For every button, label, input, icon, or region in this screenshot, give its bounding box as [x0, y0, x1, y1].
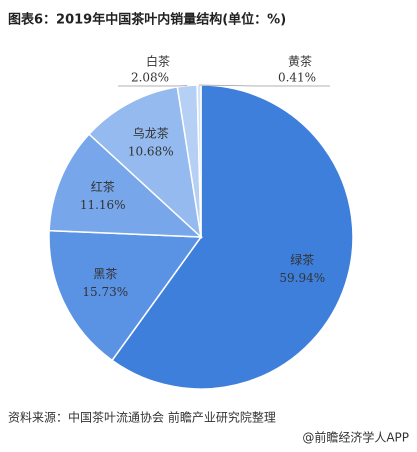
data-label-value: 11.16% [80, 198, 126, 212]
data-label-name: 白茶 [146, 54, 170, 69]
data-label-name: 黑茶 [93, 266, 117, 281]
data-label-name: 绿茶 [290, 252, 314, 267]
pie-slice [111, 84, 354, 390]
source: 资料来源：中国茶叶流通协会 前瞻产业研究院整理 [8, 410, 276, 425]
data-label-name: 黄茶 [288, 54, 312, 69]
data-label-name: 红茶 [91, 179, 115, 194]
data-label-value: 15.73% [82, 285, 128, 299]
data-label-value: 10.68% [128, 145, 174, 159]
data-label-name: 乌龙茶 [133, 126, 169, 141]
data-label-value: 0.41% [278, 71, 316, 85]
footer: @前瞻经济学人APP [302, 430, 409, 445]
pie-slice [48, 229, 203, 362]
chart-title: 图表6：2019年中国茶叶内销量结构(单位：%) [8, 12, 286, 28]
pie-slice [88, 85, 203, 240]
data-label-value: 59.94% [279, 271, 325, 285]
pie-slice [48, 133, 204, 238]
data-label-value: 2.08% [131, 71, 169, 85]
leader-line [199, 84, 330, 87]
